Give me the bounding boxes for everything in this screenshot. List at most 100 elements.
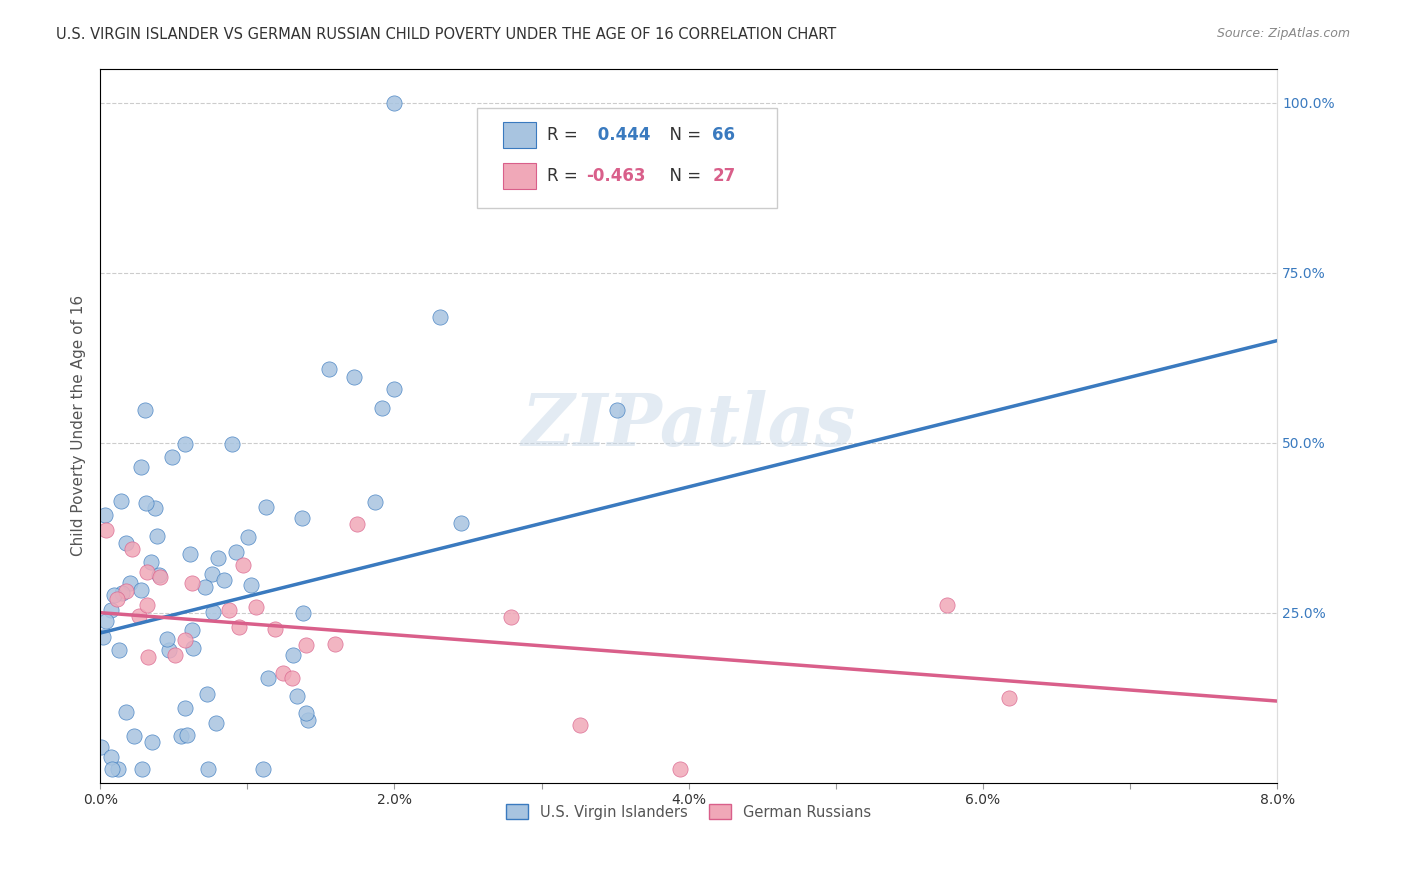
Point [115, 706, 138, 720]
Point [207, 551, 229, 566]
Point [236, 530, 259, 544]
Point [225, 545, 247, 559]
Text: N =: N = [659, 126, 707, 144]
Point [669, 762, 692, 776]
Point [128, 608, 150, 623]
Point [232, 558, 254, 572]
Point [606, 402, 628, 417]
Text: Source: ZipAtlas.com: Source: ZipAtlas.com [1216, 27, 1350, 40]
Point [94, 523, 117, 537]
Point [110, 493, 132, 508]
Point [121, 541, 143, 556]
Point [371, 401, 394, 416]
Point [135, 496, 157, 510]
Point [264, 622, 287, 636]
Point [202, 605, 225, 619]
Point [131, 583, 153, 598]
Point [176, 728, 198, 742]
Y-axis label: Child Poverty Under the Age of 16: Child Poverty Under the Age of 16 [72, 295, 86, 557]
Text: R =: R = [547, 126, 583, 144]
Point [212, 574, 235, 588]
Point [343, 369, 366, 384]
Text: 66: 66 [713, 126, 735, 144]
Point [295, 638, 318, 652]
Point [254, 500, 277, 515]
Point [141, 734, 163, 748]
Point [115, 583, 138, 598]
Point [998, 691, 1021, 706]
FancyBboxPatch shape [503, 122, 536, 148]
Point [136, 565, 159, 579]
Point [129, 459, 152, 474]
Point [346, 517, 368, 532]
Point [257, 671, 280, 685]
Point [429, 310, 451, 325]
Point [173, 632, 195, 647]
Point [108, 642, 131, 657]
Point [115, 536, 138, 550]
Point [134, 403, 156, 417]
Point [156, 632, 179, 646]
Point [94, 614, 117, 628]
Point [183, 640, 205, 655]
Point [160, 450, 183, 464]
Point [501, 609, 523, 624]
Point [111, 586, 134, 600]
Legend: U.S. Virgin Islanders, German Russians: U.S. Virgin Islanders, German Russians [501, 798, 877, 825]
Point [181, 623, 204, 637]
FancyBboxPatch shape [503, 163, 536, 188]
Point [139, 555, 162, 569]
Point [143, 500, 166, 515]
Text: R =: R = [547, 167, 583, 185]
Point [218, 603, 240, 617]
Point [291, 607, 314, 621]
Point [157, 643, 180, 657]
Point [252, 762, 274, 776]
Point [450, 516, 472, 530]
Point [297, 713, 319, 727]
Point [146, 529, 169, 543]
Point [201, 566, 224, 581]
Point [221, 437, 243, 451]
Point [107, 762, 129, 776]
Point [149, 570, 172, 584]
Point [131, 762, 153, 776]
Text: ZIPatlas: ZIPatlas [522, 390, 856, 461]
Point [173, 700, 195, 714]
Text: 27: 27 [713, 167, 735, 185]
Point [290, 511, 312, 525]
Point [195, 687, 218, 701]
Point [228, 620, 250, 634]
Point [90, 739, 112, 754]
Text: N =: N = [659, 167, 707, 185]
Point [122, 729, 145, 743]
FancyBboxPatch shape [477, 108, 778, 208]
Point [384, 95, 406, 110]
Point [136, 598, 159, 612]
Point [197, 762, 219, 776]
Point [239, 578, 262, 592]
Text: -0.463: -0.463 [586, 167, 645, 185]
Point [100, 762, 122, 776]
Point [271, 666, 294, 681]
Point [285, 689, 308, 703]
Point [936, 598, 959, 612]
Point [363, 495, 385, 509]
Point [100, 749, 122, 764]
Point [194, 580, 217, 594]
Point [568, 718, 591, 732]
Point [245, 599, 267, 614]
Point [382, 382, 405, 396]
Point [295, 706, 318, 721]
Point [281, 671, 304, 685]
Point [179, 547, 201, 561]
Point [94, 508, 117, 522]
Point [138, 650, 160, 665]
Point [205, 716, 228, 731]
Point [323, 637, 346, 651]
Point [165, 648, 187, 662]
Point [120, 575, 142, 590]
Point [181, 576, 204, 591]
Point [281, 648, 304, 662]
Point [91, 630, 114, 644]
